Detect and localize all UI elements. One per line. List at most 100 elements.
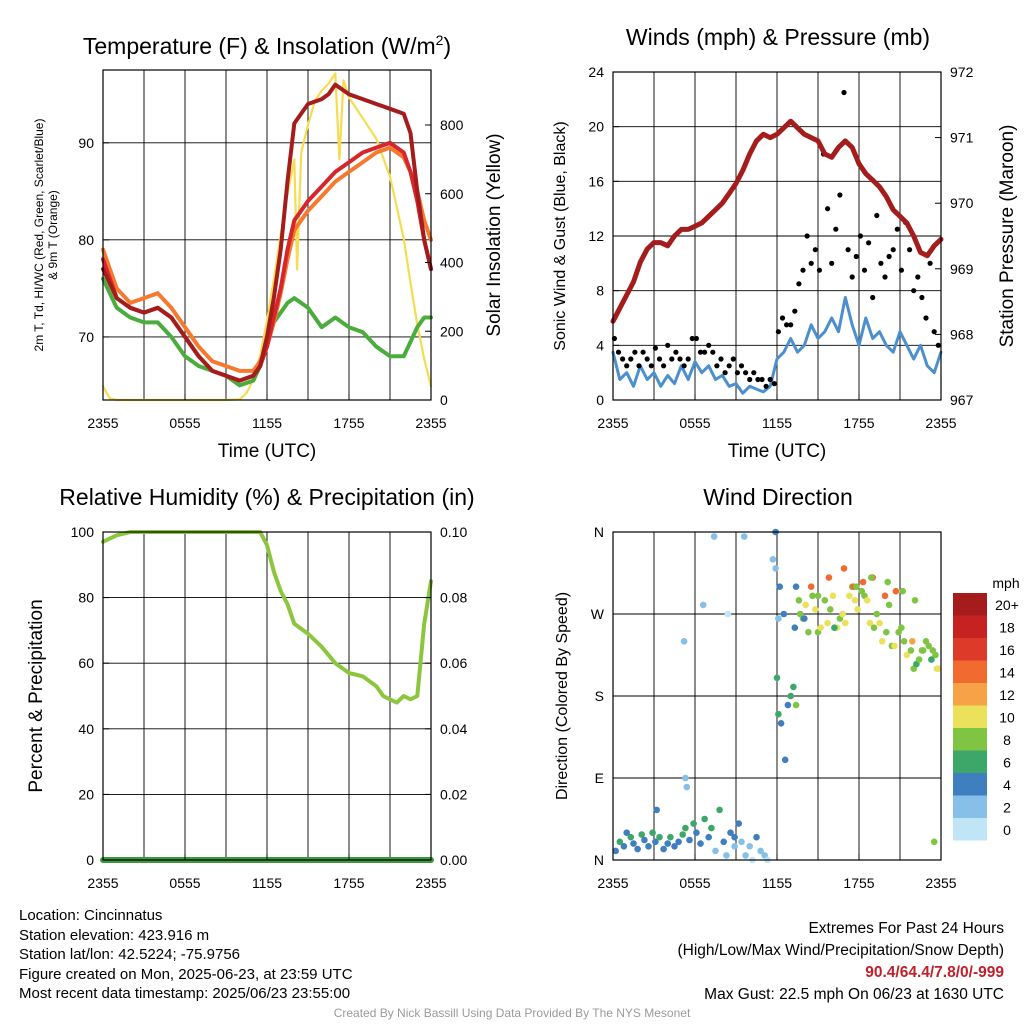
- direction-point: [775, 615, 782, 622]
- direction-point: [821, 597, 829, 604]
- winds-ylabel-left: Sonic Wind & Gust (Blue, Black): [552, 121, 569, 350]
- gust-point: [644, 356, 650, 362]
- gust-point: [841, 89, 847, 96]
- gust-point: [853, 253, 859, 260]
- y-tick-label: 90: [78, 135, 94, 151]
- direction-point: [742, 852, 749, 859]
- direction-point: [686, 836, 693, 844]
- gust-point: [767, 376, 773, 383]
- station-elevation: Station elevation: 423.916 m: [19, 926, 210, 944]
- gust-point: [640, 349, 646, 355]
- gust-point: [722, 370, 728, 376]
- legend-label: 0: [1003, 822, 1011, 838]
- gust-point: [615, 349, 622, 355]
- gust-point: [771, 381, 777, 387]
- gust-point: [812, 247, 818, 253]
- x-tick-label: 2355: [925, 875, 956, 891]
- gust-point: [931, 329, 937, 335]
- direction-point: [891, 642, 898, 650]
- temperature-ylabel-right: Solar Insolation (Yellow): [484, 133, 505, 336]
- direction-point: [854, 606, 861, 613]
- x-tick-label: 1755: [333, 415, 364, 431]
- direction-point: [649, 829, 656, 836]
- gust-point: [656, 356, 663, 362]
- y2-tick-label: 968: [950, 326, 974, 342]
- direction-point: [885, 601, 893, 609]
- direction-point: [915, 656, 923, 663]
- gust-point: [636, 363, 642, 369]
- gust-point: [734, 370, 741, 376]
- legend-label: 4: [1003, 777, 1011, 793]
- y-tick-label: 40: [78, 721, 94, 737]
- gust-point: [759, 376, 765, 383]
- gust-point: [804, 233, 810, 239]
- legend-swatch: [953, 705, 987, 728]
- y-tick-label: 4: [596, 337, 604, 353]
- gust-point: [685, 356, 691, 362]
- direction-point: [753, 833, 760, 841]
- gust-point: [714, 363, 720, 369]
- figure-created: Figure created on Mon, 2025-06-23, at 23…: [19, 965, 353, 983]
- direction-point: [918, 647, 926, 654]
- legend-label: 8: [1003, 732, 1011, 748]
- series-line-maroon: [101, 82, 433, 383]
- gust-point: [763, 383, 769, 389]
- direction-point: [842, 619, 849, 627]
- y2-tick-label: 970: [950, 195, 974, 211]
- humidity-title: Relative Humidity (%) & Precipitation (i…: [59, 484, 474, 510]
- y2-tick-label: 600: [440, 186, 464, 202]
- series-line-blue: [611, 296, 943, 395]
- y-tick-label: N: [594, 524, 604, 540]
- gust-point: [808, 260, 814, 266]
- direction-point: [870, 624, 878, 631]
- y-tick-label: E: [595, 770, 604, 786]
- direction-point: [634, 845, 641, 853]
- direction-point: [682, 824, 689, 832]
- direction-point: [701, 815, 708, 823]
- direction-point: [900, 638, 908, 645]
- y2-tick-label: 200: [440, 323, 464, 339]
- direction-point: [795, 597, 803, 604]
- direction-point: [735, 820, 742, 827]
- gust-point: [857, 233, 864, 239]
- gust-point: [779, 315, 786, 321]
- humidity-axes: 2355 0555 1155 1755 2355 0 20 40 60 80 100 0.00 0.02…: [71, 524, 468, 891]
- x-tick-label: 1155: [252, 415, 282, 431]
- gust-point: [890, 247, 896, 253]
- legend-swatch: [953, 795, 987, 818]
- winds-title: Winds (mph) & Pressure (mb): [626, 24, 930, 50]
- direction-point: [724, 610, 732, 618]
- gust-point: [919, 294, 925, 301]
- direction-point: [883, 628, 890, 636]
- direction-point: [876, 619, 883, 627]
- direction-point: [683, 783, 691, 791]
- direction-axes: 2355 0555 1155 1755 2355 N E S W N: [591, 524, 957, 891]
- direction-point: [878, 638, 886, 645]
- direction-point: [679, 831, 686, 838]
- gust-point: [624, 363, 630, 369]
- direction-point: [731, 843, 738, 850]
- extremes-title: Extremes For Past 24 Hours: [808, 920, 1004, 937]
- direction-panel: Wind Direction 2355 0555 1155 1755 2355 N E S W N…: [554, 484, 1020, 891]
- gust-point: [628, 356, 634, 362]
- y-tick-label: 100: [71, 524, 95, 540]
- y-tick-label: 80: [78, 232, 94, 248]
- gust-point: [898, 267, 905, 273]
- direction-point: [839, 610, 846, 618]
- gust-point: [706, 342, 712, 348]
- gust-point: [886, 253, 892, 260]
- y-tick-label: 70: [78, 329, 94, 345]
- gust-point: [718, 356, 724, 362]
- temperature-grid: [103, 70, 431, 400]
- legend-swatch: [953, 750, 987, 773]
- direction-point: [781, 756, 789, 764]
- legend-swatch: [953, 615, 987, 638]
- direction-point: [863, 597, 871, 604]
- x-tick-label: 0555: [679, 415, 710, 431]
- direction-point: [873, 610, 881, 618]
- x-tick-label: 1155: [252, 875, 282, 891]
- gust-point: [829, 260, 835, 266]
- speed-color-legend: mph 20+ 18 16 14 12 10 8 6 4 2 0: [953, 575, 1020, 841]
- direction-point: [911, 597, 919, 604]
- direction-point: [716, 806, 723, 814]
